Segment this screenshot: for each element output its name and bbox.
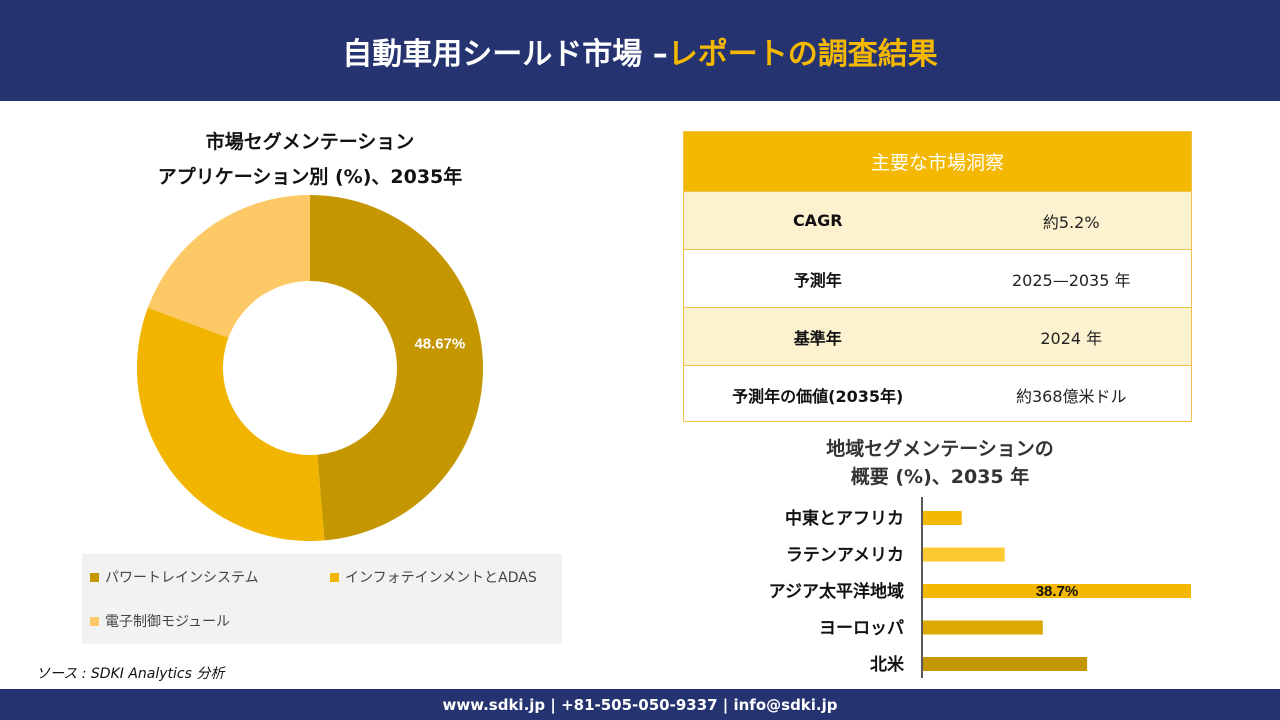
region-category-label: ラテンアメリカ [786, 546, 904, 566]
legend-label-infotainment: インフォテインメントとADAS [345, 570, 537, 586]
region-chart-subtitle: 概要 (%)、2035 年 [850, 466, 1030, 488]
insights-value: 2024 年 [1040, 328, 1103, 348]
region-category-label: ヨーロッパ [819, 619, 904, 639]
region-category-label: アジア太平洋地域 [769, 581, 904, 602]
legend-item-ecm: 電子制御モジュール [90, 611, 230, 631]
donut-slice-infotainment [136, 307, 325, 541]
region-bar [923, 657, 1088, 671]
legend-swatch-powertrain [90, 572, 99, 582]
insights-row: 基準年 2024 年 [684, 307, 1191, 365]
region-bar [923, 620, 1043, 635]
region-bar [923, 547, 1005, 562]
legend-label-powertrain: パワートレインシステム [105, 570, 259, 586]
region-category-label: 中東とアフリカ [785, 508, 904, 529]
insights-row: CAGR 約5.2% [684, 191, 1191, 249]
legend-swatch-ecm [90, 616, 99, 626]
insights-title: 主要な市場洞察 [684, 132, 1191, 191]
legend-label-ecm: 電子制御モジュール [105, 614, 231, 630]
donut-chart-subtitle: アプリケーション別 (%)、2035年 [157, 166, 463, 188]
donut-data-label: 48.67% [414, 336, 465, 353]
report-header: 自動車用シールド市場 – レポートの調査結果 [0, 0, 1280, 101]
region-bar [923, 511, 962, 525]
donut-legend: パワートレインシステム インフォテインメントとADAS 電子制御モジュール [82, 554, 562, 644]
legend-swatch-infotainment [330, 572, 339, 582]
region-bar-data-label: 38.7% [1036, 583, 1079, 600]
donut-slice-powertrain [310, 195, 484, 541]
application-donut-chart: 48.67% [136, 195, 484, 541]
insights-row: 予測年の価値(2035年) 約368億米ドル [684, 365, 1191, 423]
insights-value: 約368億米ドル [1015, 386, 1127, 406]
region-category-label: 北米 [870, 654, 905, 675]
key-insights-table: 主要な市場洞察 CAGR 約5.2% 予測年 2025—2035 年 基準年 2… [683, 131, 1192, 422]
contact-footer: www.sdki.jp | +81-505-050-9337 | info@sd… [0, 689, 1280, 720]
source-note: ソース : SDKI Analytics 分析 [36, 666, 225, 682]
insights-key: 基準年 [793, 328, 842, 348]
region-bar [923, 584, 1191, 598]
header-title-highlight: レポートの調査結果 [667, 36, 938, 72]
insights-key: 予測年の価値(2035年) [732, 386, 904, 406]
region-chart-title: 地域セグメンテーションの [826, 438, 1054, 460]
insights-key: 予測年 [793, 270, 842, 290]
donut-slice-ecm [147, 195, 310, 338]
header-title-main: 自動車用シールド市場 – [342, 36, 668, 72]
insights-value: 約5.2% [1042, 212, 1100, 232]
legend-item-powertrain: パワートレインシステム [90, 567, 259, 587]
insights-key: CAGR [792, 211, 843, 230]
legend-item-infotainment: インフォテインメントとADAS [330, 567, 537, 587]
insights-value: 2025—2035 年 [1011, 270, 1131, 290]
insights-row: 予測年 2025—2035 年 [684, 249, 1191, 307]
donut-chart-title: 市場セグメンテーション [205, 131, 415, 153]
